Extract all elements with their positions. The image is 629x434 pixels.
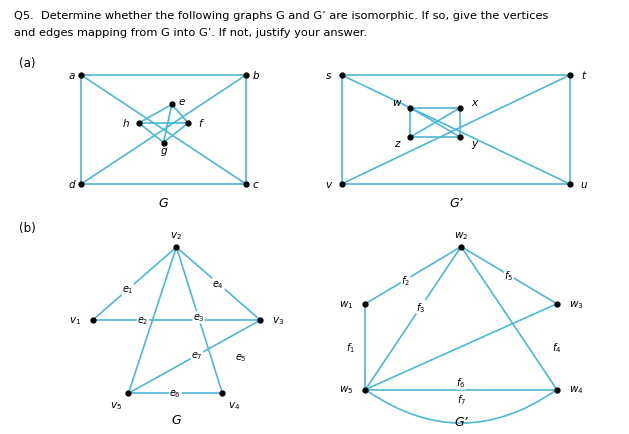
- Text: $f_2$: $f_2$: [401, 273, 410, 287]
- Text: $f_4$: $f_4$: [552, 340, 562, 354]
- Text: G’: G’: [454, 414, 468, 427]
- Text: y: y: [471, 138, 477, 148]
- Text: $e_5$: $e_5$: [235, 351, 247, 363]
- Text: $w_5$: $w_5$: [339, 384, 353, 395]
- Text: g: g: [160, 146, 167, 156]
- Text: G’: G’: [449, 197, 462, 209]
- Text: $f_6$: $f_6$: [457, 376, 465, 389]
- Text: a: a: [68, 71, 75, 81]
- Text: $v_4$: $v_4$: [228, 399, 240, 411]
- Text: z: z: [394, 138, 399, 148]
- Text: $e_6$: $e_6$: [169, 388, 181, 399]
- Text: $e_3$: $e_3$: [192, 312, 204, 323]
- Text: $f_3$: $f_3$: [416, 300, 425, 314]
- Text: c: c: [253, 180, 259, 189]
- Text: $w_1$: $w_1$: [339, 298, 353, 310]
- Text: s: s: [325, 71, 331, 81]
- Text: $e_7$: $e_7$: [191, 349, 203, 361]
- Text: $v_5$: $v_5$: [111, 399, 123, 411]
- Text: $v_1$: $v_1$: [69, 315, 81, 326]
- Text: $e_1$: $e_1$: [122, 284, 133, 296]
- Text: $f_7$: $f_7$: [457, 393, 465, 407]
- Text: (b): (b): [19, 221, 36, 234]
- Text: f: f: [198, 119, 201, 128]
- Text: $f_5$: $f_5$: [504, 269, 513, 283]
- Text: $f_1$: $f_1$: [346, 340, 355, 354]
- Text: Q5.  Determine whether the following graphs G and G’ are isomorphic. If so, give: Q5. Determine whether the following grap…: [14, 11, 548, 21]
- Text: $e_2$: $e_2$: [137, 315, 148, 326]
- Text: $w_4$: $w_4$: [569, 384, 583, 395]
- Text: G: G: [159, 197, 169, 209]
- Text: e: e: [179, 97, 185, 107]
- Text: $w_3$: $w_3$: [569, 298, 583, 310]
- Text: h: h: [123, 119, 129, 128]
- Text: $v_2$: $v_2$: [170, 230, 182, 242]
- Text: w: w: [392, 98, 401, 108]
- Text: $e_4$: $e_4$: [213, 278, 225, 290]
- Text: x: x: [471, 98, 477, 108]
- Text: G: G: [172, 413, 181, 426]
- Text: d: d: [68, 180, 75, 189]
- Text: (a): (a): [19, 56, 35, 69]
- Text: u: u: [580, 180, 587, 189]
- Text: $v_3$: $v_3$: [272, 315, 284, 326]
- Text: $w_2$: $w_2$: [454, 230, 468, 241]
- Text: and edges mapping from G into G’. If not, justify your answer.: and edges mapping from G into G’. If not…: [14, 28, 367, 38]
- Text: b: b: [252, 71, 259, 81]
- Text: v: v: [325, 180, 331, 189]
- Text: t: t: [581, 71, 586, 81]
